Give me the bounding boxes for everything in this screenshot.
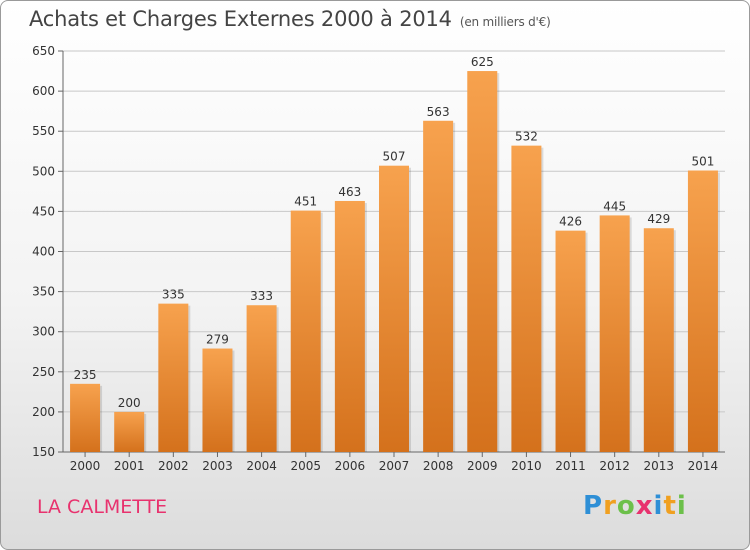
x-tick-label: 2010	[511, 459, 542, 473]
bar-2013	[643, 228, 674, 452]
bar-2008	[423, 120, 454, 453]
value-label: 426	[559, 215, 582, 229]
bar-2010	[511, 145, 542, 453]
bar-2009	[467, 71, 498, 453]
x-tick-label: 2004	[246, 459, 277, 473]
city-name: LA CALMETTE	[37, 496, 168, 518]
chart-unit: (en milliers d'€)	[459, 15, 551, 29]
x-tick-label: 2000	[70, 459, 101, 473]
bar-2014	[687, 170, 718, 453]
value-label: 445	[603, 199, 626, 213]
y-tick-label: 550	[32, 124, 55, 138]
bar-2012	[599, 215, 630, 452]
value-label: 532	[515, 130, 538, 144]
x-tick-label: 2005	[290, 459, 321, 473]
chart-title-text: Achats et Charges Externes 2000 à 2014	[29, 7, 452, 31]
x-tick-label: 2006	[335, 459, 366, 473]
logo-letter: o	[616, 491, 636, 521]
bar-2003	[202, 348, 233, 452]
value-label: 507	[383, 150, 406, 164]
x-tick-label: 2014	[688, 459, 719, 473]
bar-2000	[70, 383, 101, 452]
bar-2005	[290, 210, 321, 452]
value-label: 563	[427, 105, 450, 119]
x-tick-label: 2012	[599, 459, 630, 473]
y-tick-label: 650	[32, 44, 55, 58]
y-tick-label: 600	[32, 84, 55, 98]
logo-letter: i	[653, 491, 664, 521]
y-tick-label: 350	[32, 285, 55, 299]
x-tick-label: 2009	[467, 459, 498, 473]
value-label: 501	[691, 154, 714, 168]
value-label: 235	[74, 368, 97, 382]
y-tick-label: 400	[32, 245, 55, 259]
y-tick-label: 500	[32, 164, 55, 178]
y-tick-label: 200	[32, 405, 55, 419]
x-tick-label: 2001	[114, 459, 145, 473]
x-tick-label: 2008	[423, 459, 454, 473]
bar-2011	[555, 230, 586, 452]
y-tick-label: 300	[32, 325, 55, 339]
x-tick-label: 2002	[158, 459, 189, 473]
x-tick-label: 2011	[555, 459, 586, 473]
bars	[70, 71, 720, 453]
value-label: 451	[294, 195, 317, 209]
bar-2001	[114, 411, 145, 452]
x-tick-label: 2007	[379, 459, 410, 473]
value-label: 333	[250, 289, 273, 303]
x-tick-label: 2013	[644, 459, 675, 473]
labels: 150 200 250 300 350 400 450 500 550 600 650 235 2000…	[32, 44, 718, 473]
value-label: 429	[647, 212, 670, 226]
bar-2006	[334, 200, 365, 452]
x-tick-label: 2003	[202, 459, 233, 473]
bar-2002	[158, 303, 189, 452]
proxiti-logo: Proxiti	[583, 491, 687, 521]
logo-letter: x	[635, 491, 654, 521]
value-label: 200	[118, 396, 141, 410]
bar-2004	[246, 305, 277, 452]
y-tick-label: 450	[32, 204, 55, 218]
value-label: 335	[162, 288, 185, 302]
value-label: 463	[338, 185, 361, 199]
logo-letter: P	[583, 491, 604, 521]
y-tick-label: 250	[32, 365, 55, 379]
value-label: 279	[206, 333, 229, 347]
y-tick-label: 150	[32, 445, 55, 459]
value-label: 625	[471, 55, 494, 69]
logo-letter: r	[603, 491, 617, 521]
chart-title: Achats et Charges Externes 2000 à 2014 (e…	[29, 7, 551, 31]
bar-2007	[379, 165, 409, 452]
logo-letter: t	[663, 491, 677, 521]
logo-letter: i	[676, 491, 687, 521]
